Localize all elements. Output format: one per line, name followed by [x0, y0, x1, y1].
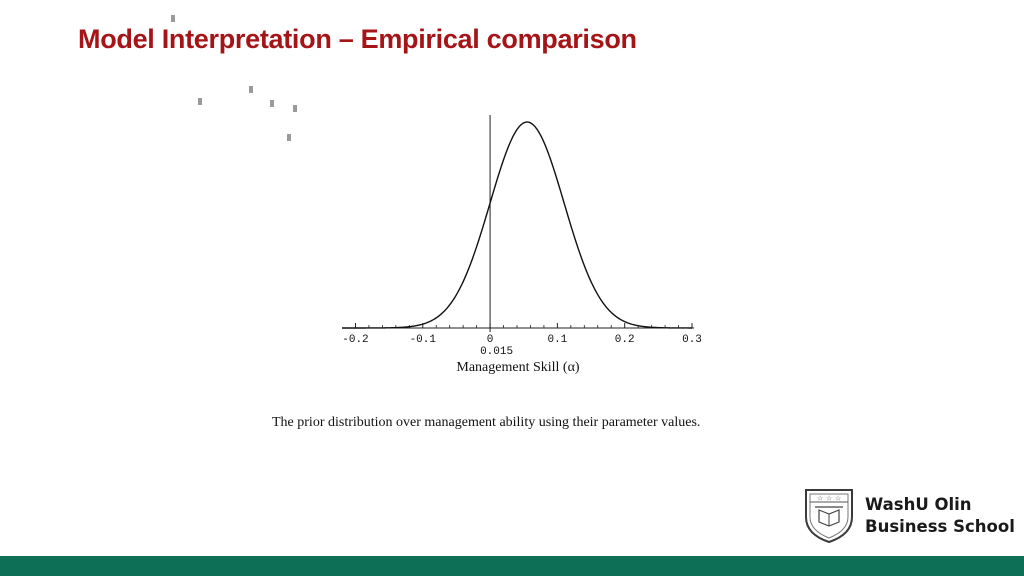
x-tick-label: 0.2 [615, 334, 635, 346]
figure-caption: The prior distribution over management a… [272, 415, 701, 430]
washu-shield-logo: ☆ ☆ ☆ [805, 489, 853, 544]
logo-wordmark: WashU Olin Business School [865, 494, 1015, 538]
axis-annotation: 0.015 [480, 346, 513, 358]
decorative-dash [287, 134, 291, 141]
svg-text:☆: ☆ [817, 495, 823, 503]
decorative-dash [171, 15, 175, 22]
decorative-dash [198, 98, 202, 105]
density-curve [342, 121, 692, 329]
decorative-dash [249, 86, 253, 93]
x-tick-label: 0.1 [547, 334, 567, 346]
svg-text:☆: ☆ [826, 495, 832, 503]
slide-title: Model Interpretation – Empirical compari… [78, 24, 637, 54]
x-tick-label: 0 [487, 334, 494, 346]
decorative-dash [270, 100, 274, 107]
x-axis-label: Management Skill (α) [456, 360, 580, 375]
x-tick-label: -0.1 [410, 334, 437, 346]
logo-line-2: Business School [865, 517, 1015, 536]
x-tick-label: 0.3 [682, 334, 702, 346]
footer-bar [0, 556, 1024, 576]
x-tick-label: -0.2 [342, 334, 368, 346]
distribution-chart: -0.2 -0.1 0 0.1 0.2 0.3 0.015 Management Skill… [342, 115, 702, 375]
decorative-dash [293, 105, 297, 112]
svg-text:☆: ☆ [835, 495, 841, 503]
logo-line-1: WashU Olin [865, 495, 972, 514]
